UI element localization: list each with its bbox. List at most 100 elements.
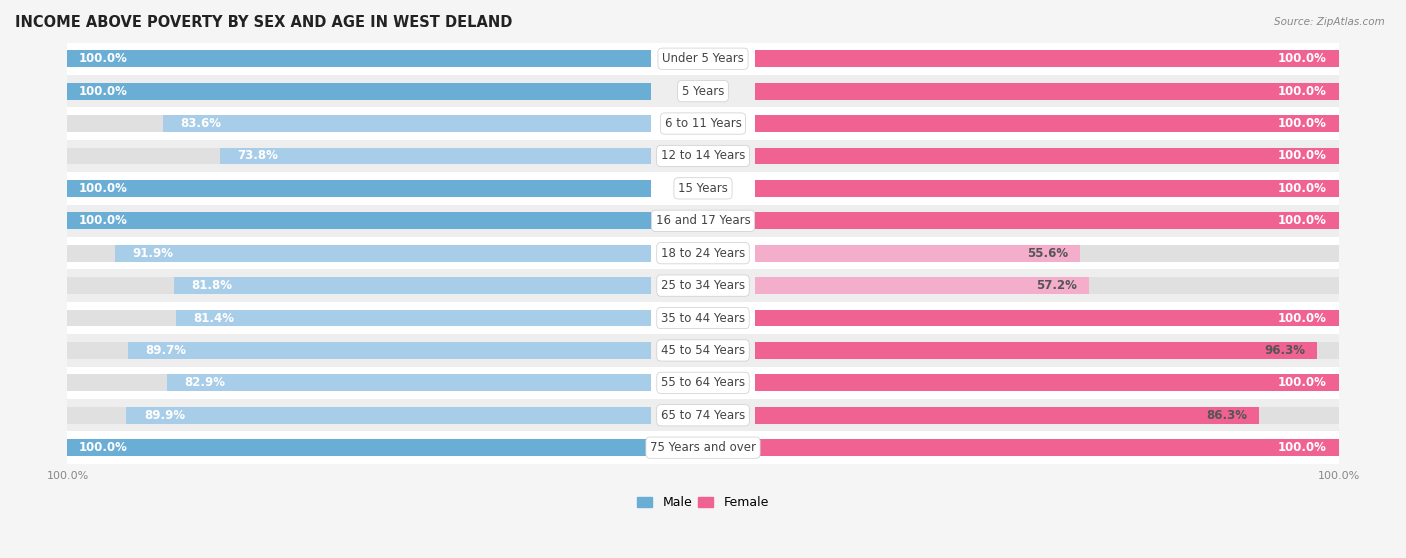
Text: 100.0%: 100.0% — [79, 441, 128, 454]
Bar — [67, 334, 1339, 367]
Text: 6 to 11 Years: 6 to 11 Years — [665, 117, 741, 130]
Bar — [115, 245, 651, 262]
Bar — [221, 147, 651, 165]
Bar — [755, 147, 1339, 165]
Bar — [173, 277, 651, 294]
Bar — [67, 407, 651, 424]
Text: 91.9%: 91.9% — [132, 247, 173, 259]
Bar — [67, 172, 1339, 205]
Text: 75 Years and over: 75 Years and over — [650, 441, 756, 454]
Bar — [167, 374, 651, 391]
Bar — [67, 342, 651, 359]
Text: 100.0%: 100.0% — [79, 52, 128, 65]
Bar — [67, 115, 651, 132]
Text: 100.0%: 100.0% — [1278, 52, 1327, 65]
Bar — [755, 180, 1339, 197]
Bar — [755, 115, 1339, 132]
Bar — [755, 277, 1339, 294]
Bar — [755, 213, 1339, 229]
Bar — [755, 245, 1080, 262]
Bar — [127, 407, 651, 424]
Bar — [67, 50, 651, 67]
Bar — [67, 75, 1339, 107]
Text: 18 to 24 Years: 18 to 24 Years — [661, 247, 745, 259]
Text: 81.8%: 81.8% — [191, 279, 232, 292]
Text: 100.0%: 100.0% — [79, 182, 128, 195]
Text: Under 5 Years: Under 5 Years — [662, 52, 744, 65]
Bar — [755, 50, 1339, 67]
Bar — [67, 107, 1339, 140]
Text: 100.0%: 100.0% — [79, 214, 128, 227]
Bar — [755, 374, 1339, 391]
Bar — [755, 245, 1339, 262]
Bar — [67, 431, 1339, 464]
Bar — [755, 407, 1339, 424]
Bar — [67, 237, 1339, 270]
Text: 86.3%: 86.3% — [1206, 409, 1247, 422]
Bar — [67, 439, 651, 456]
Bar — [67, 213, 651, 229]
Text: 100.0%: 100.0% — [1278, 117, 1327, 130]
Bar — [755, 213, 1339, 229]
Bar — [67, 245, 651, 262]
Bar — [67, 399, 1339, 431]
Text: 25 to 34 Years: 25 to 34 Years — [661, 279, 745, 292]
Bar — [755, 374, 1339, 391]
Text: 89.9%: 89.9% — [143, 409, 186, 422]
Text: INCOME ABOVE POVERTY BY SEX AND AGE IN WEST DELAND: INCOME ABOVE POVERTY BY SEX AND AGE IN W… — [15, 15, 512, 30]
Text: 100.0%: 100.0% — [1278, 85, 1327, 98]
Bar — [67, 147, 651, 165]
Text: 100.0%: 100.0% — [1278, 214, 1327, 227]
Text: 100.0%: 100.0% — [1278, 441, 1327, 454]
Bar — [128, 342, 651, 359]
Text: 65 to 74 Years: 65 to 74 Years — [661, 409, 745, 422]
Bar — [67, 205, 1339, 237]
Bar — [67, 83, 651, 99]
Text: 45 to 54 Years: 45 to 54 Years — [661, 344, 745, 357]
Bar — [755, 439, 1339, 456]
Bar — [67, 367, 1339, 399]
Bar — [755, 83, 1339, 99]
Text: Source: ZipAtlas.com: Source: ZipAtlas.com — [1274, 17, 1385, 27]
Bar — [755, 439, 1339, 456]
Text: 100.0%: 100.0% — [1278, 311, 1327, 325]
Text: 100.0%: 100.0% — [1278, 182, 1327, 195]
Bar — [755, 50, 1339, 67]
Bar — [163, 115, 651, 132]
Text: 57.2%: 57.2% — [1036, 279, 1077, 292]
Bar — [67, 213, 651, 229]
Text: 81.4%: 81.4% — [194, 311, 235, 325]
Bar — [67, 310, 651, 326]
Text: 5 Years: 5 Years — [682, 85, 724, 98]
Bar — [755, 407, 1258, 424]
Text: 73.8%: 73.8% — [238, 150, 278, 162]
Text: 100.0%: 100.0% — [79, 85, 128, 98]
Bar — [67, 277, 651, 294]
Text: 35 to 44 Years: 35 to 44 Years — [661, 311, 745, 325]
Bar — [67, 83, 651, 99]
Bar — [755, 277, 1090, 294]
Text: 89.7%: 89.7% — [145, 344, 186, 357]
Text: 83.6%: 83.6% — [180, 117, 222, 130]
Bar — [755, 180, 1339, 197]
Text: 96.3%: 96.3% — [1264, 344, 1305, 357]
Text: 100.0%: 100.0% — [1278, 150, 1327, 162]
Bar — [67, 374, 651, 391]
Bar — [176, 310, 651, 326]
Text: 12 to 14 Years: 12 to 14 Years — [661, 150, 745, 162]
Bar — [67, 302, 1339, 334]
Bar — [755, 310, 1339, 326]
Bar — [755, 342, 1339, 359]
Bar — [755, 310, 1339, 326]
Legend: Male, Female: Male, Female — [633, 492, 773, 514]
Bar — [755, 115, 1339, 132]
Bar — [67, 270, 1339, 302]
Bar — [755, 147, 1339, 165]
Bar — [67, 180, 651, 197]
Bar — [67, 439, 651, 456]
Text: 100.0%: 100.0% — [1278, 376, 1327, 389]
Bar — [67, 140, 1339, 172]
Bar — [67, 180, 651, 197]
Text: 82.9%: 82.9% — [184, 376, 226, 389]
Text: 16 and 17 Years: 16 and 17 Years — [655, 214, 751, 227]
